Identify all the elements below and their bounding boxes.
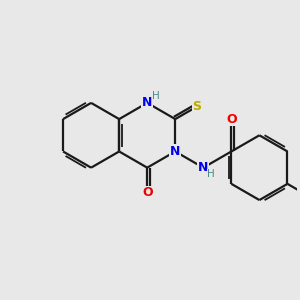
Text: S: S [192,100,201,113]
Text: O: O [226,112,237,126]
Text: H: H [207,169,214,179]
Text: N: N [170,145,180,158]
Text: H: H [152,92,159,101]
Text: N: N [142,96,152,110]
Text: O: O [142,186,152,199]
Text: N: N [198,161,208,174]
